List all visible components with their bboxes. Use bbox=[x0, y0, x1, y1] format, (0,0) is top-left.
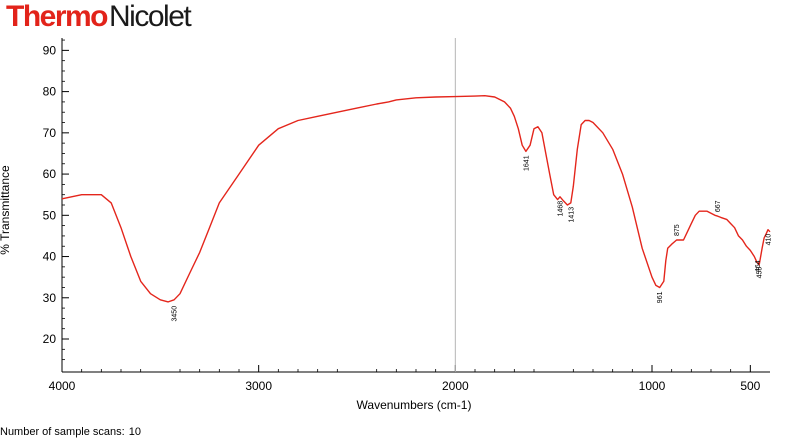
spectrum-chart: 20 30 40 50 60 70 80 90 4000 3000 2000 1000 500 3450… bbox=[0, 38, 773, 412]
y-tick-label: 80 bbox=[43, 85, 57, 99]
x-tick-label: 3000 bbox=[245, 379, 272, 393]
peak-label: 667 bbox=[715, 200, 722, 212]
y-tick-label: 70 bbox=[43, 126, 57, 140]
sample-scans-label: Number of sample scans: bbox=[0, 426, 125, 438]
y-tick-label: 40 bbox=[43, 250, 57, 264]
series-group bbox=[61, 94, 771, 303]
spectrum-line bbox=[61, 94, 771, 303]
y-tick-label: 20 bbox=[43, 332, 57, 346]
peak-label: 1641 bbox=[523, 155, 530, 171]
x-tick-label: 4000 bbox=[49, 379, 76, 393]
peak-label: 3450 bbox=[172, 306, 179, 322]
peak-label: 455 bbox=[757, 267, 764, 279]
y-tick-label: 30 bbox=[43, 291, 57, 305]
y-tick-label: 50 bbox=[43, 208, 57, 222]
x-tick-label: 500 bbox=[740, 379, 760, 393]
peak-label: 875 bbox=[674, 224, 681, 236]
y-axis-label: % Transmittance bbox=[0, 165, 12, 255]
peak-label: 410 bbox=[766, 234, 773, 246]
x-axis-label: Wavenumbers (cm-1) bbox=[357, 398, 472, 412]
axes: 20 30 40 50 60 70 80 90 4000 3000 2000 1000 500 bbox=[43, 38, 770, 393]
y-tick-label: 60 bbox=[43, 167, 57, 181]
peak-label: 464 bbox=[755, 260, 762, 272]
x-tick-label: 2000 bbox=[442, 379, 469, 393]
sample-scans-value: 10 bbox=[128, 426, 141, 438]
brand-logo-thermo: Thermo bbox=[6, 0, 109, 33]
y-tick-label: 90 bbox=[43, 43, 57, 57]
peak-label: 1468 bbox=[558, 201, 565, 217]
sample-scans-info: Number of sample scans: 10 bbox=[0, 426, 145, 438]
peak-label: 961 bbox=[657, 291, 664, 303]
brand-logo: ThermoNicolet bbox=[6, 0, 192, 34]
peak-label: 1413 bbox=[568, 207, 575, 223]
x-tick-label: 1000 bbox=[639, 379, 666, 393]
brand-logo-nicolet: Nicolet bbox=[109, 0, 192, 33]
